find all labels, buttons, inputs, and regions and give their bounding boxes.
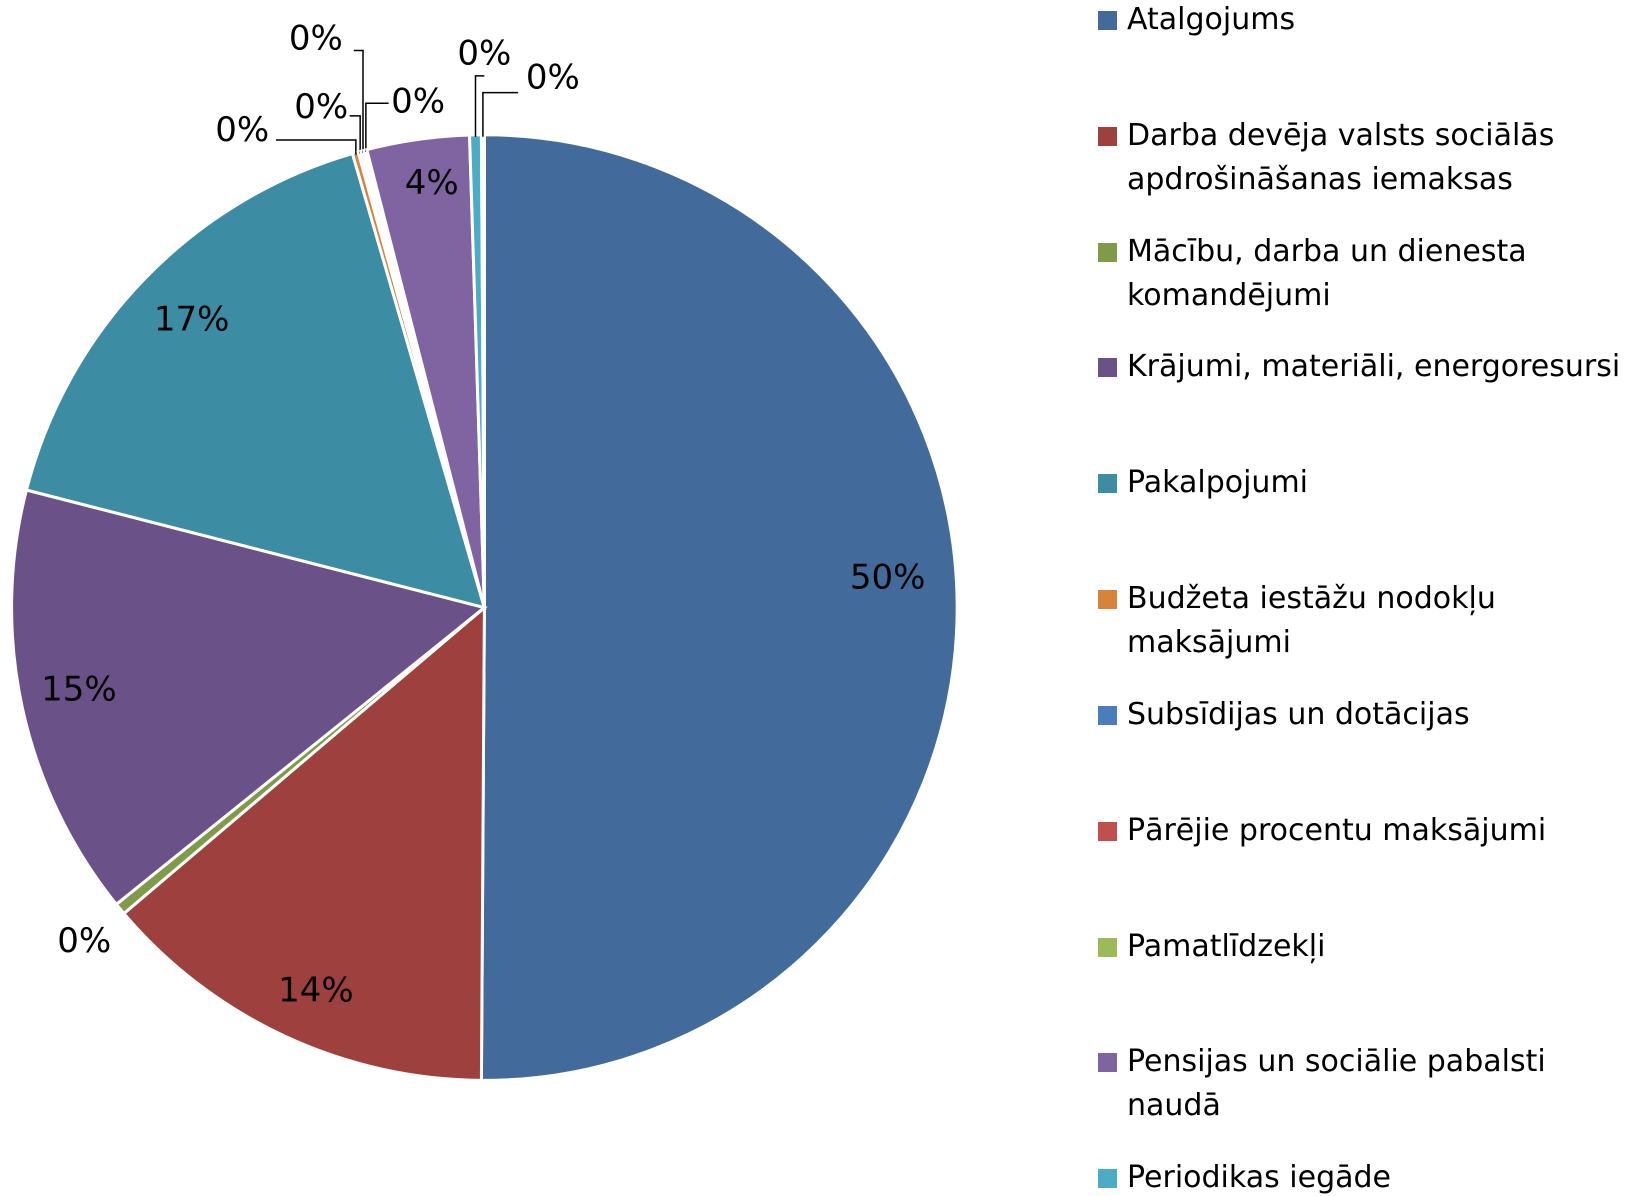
data-label: 4% xyxy=(405,163,459,203)
legend-item: Pamatlīdzekļi xyxy=(1098,925,1651,969)
legend-item: Atalgojums xyxy=(1098,0,1651,42)
pie-area: 50% 14% 0% 15% 17% 0% 0% 0% 0% 4% 0% 0% xyxy=(10,19,959,1082)
data-label: 0% xyxy=(215,110,269,150)
legend-item: Mācību, darba un dienesta komandējumi xyxy=(1098,230,1651,318)
legend-label: Pensijas un sociālie pabalsti naudā xyxy=(1127,1044,1546,1124)
data-label: 0% xyxy=(526,57,580,97)
legend-label: Pakalpojumi xyxy=(1127,465,1308,501)
data-label: 17% xyxy=(154,300,230,340)
legend-swatch xyxy=(1098,937,1117,957)
legend-item: Pakalpojumi xyxy=(1098,461,1651,505)
legend-item: Pārējie procentu maksājumi xyxy=(1098,809,1651,853)
legend-label: Pārējie procentu maksājumi xyxy=(1127,812,1547,848)
legend-swatch xyxy=(1098,1053,1117,1073)
legend-label: Atalgojums xyxy=(1127,1,1296,37)
legend-label: Darba devēja valsts sociālās apdrošināša… xyxy=(1127,117,1555,197)
data-label: 0% xyxy=(57,921,111,961)
pie-slice xyxy=(10,488,488,907)
legend-swatch xyxy=(1098,474,1117,494)
legend-swatch xyxy=(1098,358,1117,378)
legend-swatch xyxy=(1098,10,1117,30)
data-label: 0% xyxy=(294,87,348,127)
legend-label: Mācību, darba un dienesta komandējumi xyxy=(1127,233,1527,313)
legend-swatch xyxy=(1098,590,1117,610)
data-label: 0% xyxy=(457,33,511,73)
legend-item: Pensijas un sociālie pabalsti naudā xyxy=(1098,1040,1651,1128)
leader-line xyxy=(482,91,519,137)
legend-item: Darba devēja valsts sociālās apdrošināša… xyxy=(1098,114,1651,202)
legend-swatch xyxy=(1098,705,1117,725)
legend-item: Periodikas iegāde xyxy=(1098,1156,1651,1196)
legend-label: Subsīdijas un dotācijas xyxy=(1127,696,1470,732)
data-label: 0% xyxy=(391,82,445,122)
data-label: 0% xyxy=(289,19,343,59)
pie-slice xyxy=(24,151,487,610)
legend-label: Budžeta iestāžu nodokļu maksājumi xyxy=(1127,581,1496,661)
data-label: 50% xyxy=(850,558,926,598)
legend-swatch xyxy=(1098,242,1117,262)
legend-swatch xyxy=(1098,821,1117,841)
legend-label: Periodikas iegāde xyxy=(1127,1160,1391,1196)
legend-swatch xyxy=(1098,126,1117,146)
data-label: 15% xyxy=(41,669,117,709)
leader-line xyxy=(275,139,357,155)
leader-line xyxy=(474,75,485,137)
pie-slice xyxy=(479,133,959,1082)
legend-item: Budžeta iestāžu nodokļu maksājumi xyxy=(1098,577,1651,665)
legend-item: Subsīdijas un dotācijas xyxy=(1098,693,1651,737)
legend-swatch xyxy=(1098,1169,1117,1189)
leader-line xyxy=(353,49,364,153)
legend-label: Krājumi, materiāli, energoresursi xyxy=(1127,349,1621,385)
legend-label: Pamatlīdzekļi xyxy=(1127,928,1326,964)
leader-line xyxy=(349,115,361,154)
pie-slice xyxy=(121,604,486,1082)
data-label: 14% xyxy=(278,970,354,1010)
leader-line xyxy=(365,102,389,152)
legend-item: Krājumi, materiāli, energoresursi xyxy=(1098,345,1651,389)
